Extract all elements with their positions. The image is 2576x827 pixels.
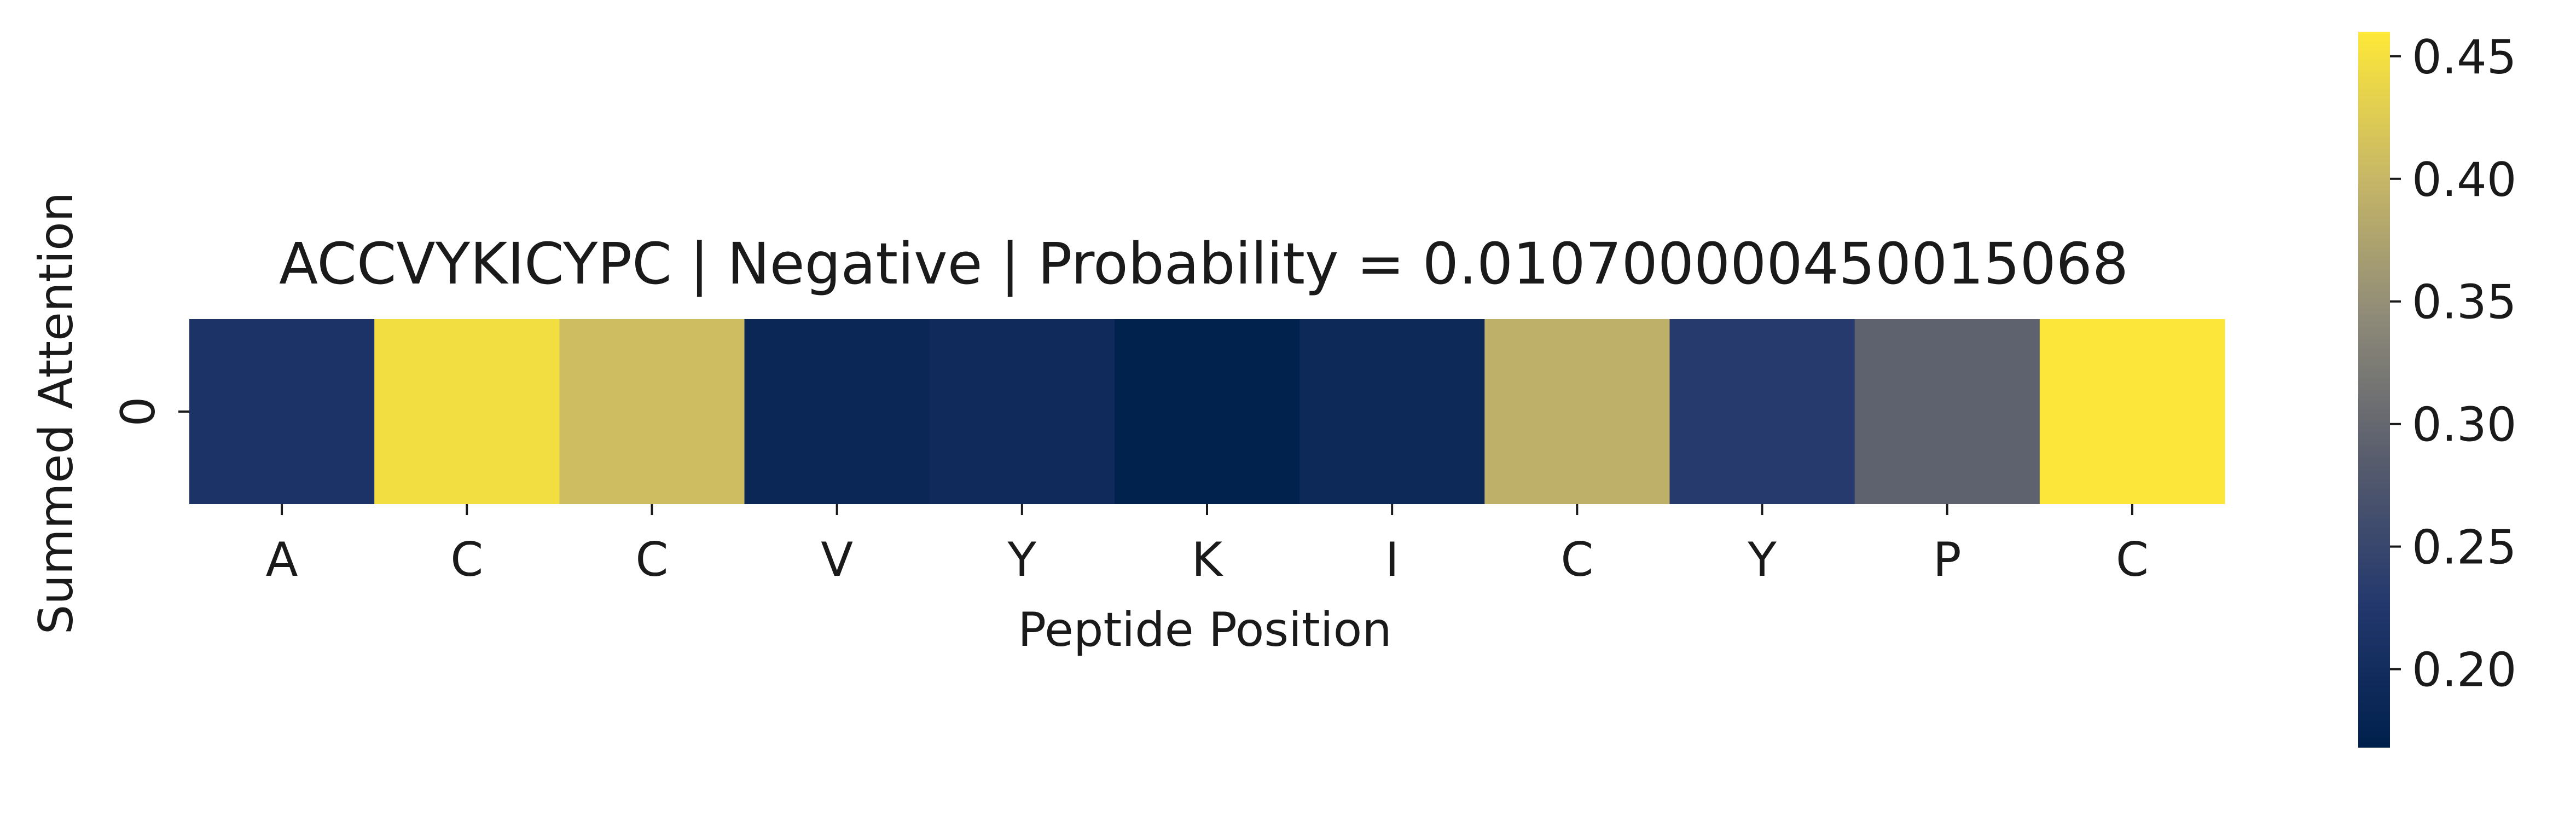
colorbar-tick-label: 0.40 [2412, 153, 2516, 207]
heatmap-cell [929, 319, 1115, 504]
heatmap-cell [374, 319, 560, 504]
colorbar-tick-label: 0.25 [2412, 521, 2516, 575]
x-tick-label: V [821, 533, 853, 587]
heatmap-cell [2039, 319, 2225, 504]
colorbar-tick-label: 0.30 [2412, 398, 2516, 453]
colorbar [2358, 32, 2390, 748]
chart-title: ACCVYKICYPC | Negative | Probability = 0… [279, 230, 2128, 297]
heatmap-cell [1484, 319, 1670, 504]
x-tick-label: I [1385, 533, 1399, 587]
heatmap-cell [744, 319, 930, 504]
heatmap-cell [559, 319, 745, 504]
heatmap-cell [1854, 319, 2040, 504]
x-tick-label: A [266, 533, 298, 587]
heatmap-cell [1114, 319, 1300, 504]
x-tick-label: P [1933, 533, 1962, 587]
heatmap-cells [189, 319, 2225, 504]
y-axis-ticks: 0 [111, 397, 189, 427]
x-tick-label: C [635, 533, 668, 587]
colorbar-tick-label: 0.45 [2412, 30, 2516, 85]
y-tick-label: 0 [111, 397, 166, 427]
colorbar-ticks: 0.20 0.25 0.30 0.35 0.40 0.45 [2390, 30, 2516, 698]
x-tick-label: C [450, 533, 483, 587]
x-tick-label: C [2116, 533, 2149, 587]
x-tick-label: Y [1007, 533, 1037, 587]
x-tick-label: Y [1747, 533, 1777, 587]
y-axis-label: Summed Attention [29, 192, 84, 634]
x-axis-label: Peptide Position [1018, 603, 1392, 657]
colorbar-tick-label: 0.20 [2412, 643, 2516, 698]
heatmap-cell [189, 319, 375, 504]
x-tick-label: K [1192, 533, 1224, 587]
x-tick-label: C [1560, 533, 1593, 587]
heatmap-cell [1669, 319, 1855, 504]
colorbar-tick-label: 0.35 [2412, 275, 2516, 330]
heatmap-cell [1299, 319, 1485, 504]
